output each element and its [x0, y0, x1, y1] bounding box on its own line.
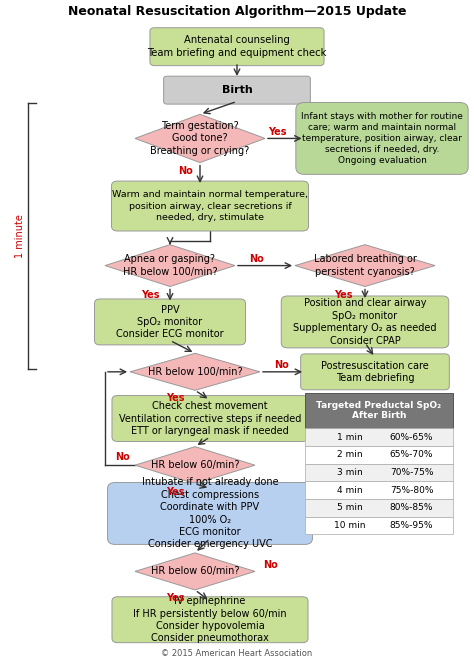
Text: Yes: Yes [334, 289, 352, 299]
FancyBboxPatch shape [296, 102, 468, 174]
FancyBboxPatch shape [305, 393, 453, 428]
Text: Term gestation?
Good tone?
Breathing or crying?: Term gestation? Good tone? Breathing or … [150, 121, 250, 156]
Text: 80%-85%: 80%-85% [390, 504, 433, 512]
Text: Antenatal counseling
Team briefing and equipment check: Antenatal counseling Team briefing and e… [147, 35, 327, 58]
Text: No: No [263, 560, 278, 570]
Text: Birth: Birth [222, 85, 252, 95]
FancyBboxPatch shape [150, 27, 324, 65]
FancyBboxPatch shape [305, 464, 453, 481]
Text: IV epinephrine
If HR persistently below 60/min
Consider hypovolemia
Consider pne: IV epinephrine If HR persistently below … [133, 596, 287, 643]
Text: HR below 100/min?: HR below 100/min? [148, 367, 242, 377]
FancyBboxPatch shape [108, 482, 312, 544]
Text: Yes: Yes [268, 127, 286, 137]
Text: Yes: Yes [166, 487, 184, 497]
Polygon shape [135, 114, 265, 162]
Text: Neonatal Resuscitation Algorithm—2015 Update: Neonatal Resuscitation Algorithm—2015 Up… [68, 5, 406, 18]
Text: Apnea or gasping?
HR below 100/min?: Apnea or gasping? HR below 100/min? [123, 255, 217, 277]
Text: 10 min: 10 min [334, 521, 365, 530]
Text: HR below 60/min?: HR below 60/min? [151, 566, 239, 576]
Text: Targeted Preductal SpO₂
After Birth: Targeted Preductal SpO₂ After Birth [317, 401, 442, 420]
Text: 5 min: 5 min [337, 504, 362, 512]
Text: Postresuscitation care
Team debriefing: Postresuscitation care Team debriefing [321, 361, 429, 383]
FancyBboxPatch shape [281, 296, 449, 348]
Text: 1 minute: 1 minute [15, 214, 25, 258]
Text: No: No [179, 166, 193, 176]
FancyBboxPatch shape [164, 76, 310, 104]
Text: © 2015 American Heart Association: © 2015 American Heart Association [161, 649, 313, 658]
Text: 2 min: 2 min [337, 450, 362, 459]
FancyBboxPatch shape [305, 516, 453, 534]
Polygon shape [295, 244, 435, 287]
Text: Warm and maintain normal temperature,
position airway, clear secretions if
neede: Warm and maintain normal temperature, po… [112, 190, 308, 222]
Text: Intubate if not already done
Chest compressions
Coordinate with PPV
100% O₂
ECG : Intubate if not already done Chest compr… [142, 478, 278, 550]
Text: 75%-80%: 75%-80% [390, 486, 433, 494]
Text: 4 min: 4 min [337, 486, 362, 494]
Text: 65%-70%: 65%-70% [390, 450, 433, 459]
Text: HR below 60/min?: HR below 60/min? [151, 460, 239, 470]
Text: Yes: Yes [166, 593, 184, 603]
Text: No: No [250, 254, 264, 264]
Polygon shape [135, 553, 255, 590]
Text: 85%-95%: 85%-95% [390, 521, 433, 530]
Text: Position and clear airway
SpO₂ monitor
Supplementary O₂ as needed
Consider CPAP: Position and clear airway SpO₂ monitor S… [293, 299, 437, 345]
Text: 70%-75%: 70%-75% [390, 468, 433, 477]
Text: 1 min: 1 min [337, 432, 362, 442]
Text: Labored breathing or
persistent cyanosis?: Labored breathing or persistent cyanosis… [314, 255, 417, 277]
FancyBboxPatch shape [111, 181, 309, 231]
FancyBboxPatch shape [112, 395, 308, 442]
FancyBboxPatch shape [94, 299, 246, 345]
Polygon shape [135, 447, 255, 484]
Text: 3 min: 3 min [337, 468, 362, 477]
Text: Yes: Yes [166, 393, 184, 403]
Text: Yes: Yes [141, 289, 159, 299]
FancyBboxPatch shape [305, 428, 453, 446]
FancyBboxPatch shape [305, 499, 453, 516]
Text: Check chest movement
Ventilation corrective steps if needed
ETT or laryngeal mas: Check chest movement Ventilation correct… [119, 401, 301, 436]
Text: No: No [116, 452, 130, 462]
FancyBboxPatch shape [305, 446, 453, 464]
Text: 60%-65%: 60%-65% [390, 432, 433, 442]
FancyBboxPatch shape [305, 481, 453, 499]
FancyBboxPatch shape [301, 354, 449, 390]
Polygon shape [130, 353, 260, 390]
Text: No: No [274, 361, 289, 370]
Text: PPV
SpO₂ monitor
Consider ECG monitor: PPV SpO₂ monitor Consider ECG monitor [116, 305, 224, 339]
FancyBboxPatch shape [112, 597, 308, 643]
Text: Infant stays with mother for routine
care; warm and maintain normal
temperature,: Infant stays with mother for routine car… [301, 112, 463, 165]
Polygon shape [105, 244, 235, 287]
